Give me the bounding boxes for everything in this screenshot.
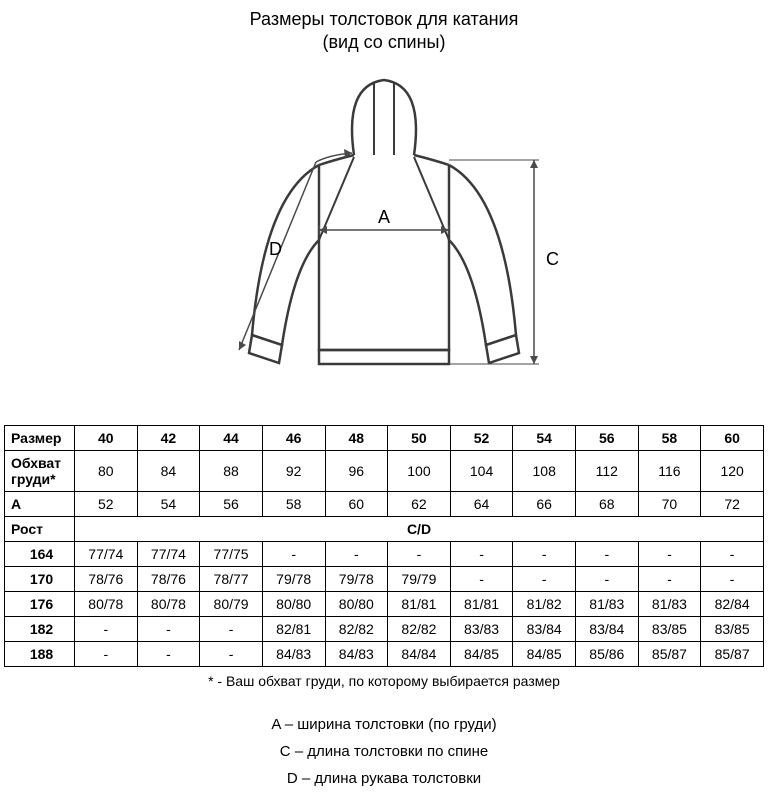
header-A: A <box>5 491 75 516</box>
row-164: 164 77/74 77/74 77/75 - - - - - - - - <box>5 541 764 566</box>
cd-label: C/D <box>75 516 764 541</box>
footnote: * - Ваш обхват груди, по которому выбира… <box>0 673 768 689</box>
header-chest: Обхват груди* <box>5 450 75 491</box>
legend-D: D – длина рукава толстовки <box>0 765 768 792</box>
title-line2: (вид со спины) <box>322 32 445 52</box>
row-182: 182 - - - 82/81 82/82 82/82 83/83 83/84 … <box>5 616 764 641</box>
legend-A: A – ширина толстовки (по груди) <box>0 711 768 738</box>
hoodie-diagram: A C D <box>184 65 584 405</box>
row-188: 188 - - - 84/83 84/83 84/84 84/85 84/85 … <box>5 641 764 666</box>
size-table: Размер 40 42 44 46 48 50 52 54 56 58 60 … <box>4 425 764 667</box>
title-line1: Размеры толстовок для катания <box>250 9 519 29</box>
dim-label-D: D <box>269 239 282 259</box>
row-176: 176 80/78 80/78 80/79 80/80 80/80 81/81 … <box>5 591 764 616</box>
page-title: Размеры толстовок для катания (вид со сп… <box>0 8 768 55</box>
row-chest: Обхват груди* 80 84 88 92 96 100 104 108… <box>5 450 764 491</box>
legend-C: C – длина толстовки по спине <box>0 738 768 765</box>
dim-label-C: C <box>546 249 559 269</box>
row-sizes: Размер 40 42 44 46 48 50 52 54 56 58 60 <box>5 425 764 450</box>
row-170: 170 78/76 78/76 78/77 79/78 79/78 79/79 … <box>5 566 764 591</box>
row-height-header: Рост C/D <box>5 516 764 541</box>
header-size: Размер <box>5 425 75 450</box>
legend: A – ширина толстовки (по груди) C – длин… <box>0 711 768 792</box>
dim-label-A: A <box>378 207 390 227</box>
header-height: Рост <box>5 516 75 541</box>
row-A: A 52 54 56 58 60 62 64 66 68 70 72 <box>5 491 764 516</box>
